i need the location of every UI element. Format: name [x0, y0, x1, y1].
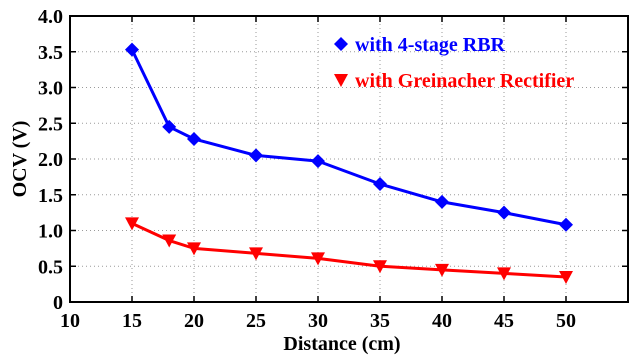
legend: with 4-stage RBR with Greinacher Rectifie… [334, 34, 574, 92]
data-point [249, 247, 263, 261]
data-point [435, 263, 449, 277]
y-tick-label: 3.5 [38, 42, 63, 64]
y-tick-label: 2.5 [38, 113, 63, 135]
y-axis-label: OCV (V) [9, 121, 31, 198]
grid [70, 16, 628, 302]
data-point [373, 177, 387, 192]
data-point [373, 260, 387, 274]
x-tick-label: 40 [432, 310, 452, 332]
axis-ticks: 10 15 20 25 30 35 40 45 50 0 0.5 1.0 1.5 2.0 2.5 3.0 3.5… [38, 6, 628, 332]
legend-marker [334, 37, 348, 51]
y-tick-label: 3.0 [38, 78, 63, 100]
x-tick-label: 20 [184, 310, 204, 332]
y-tick-label: 1.0 [38, 221, 63, 243]
data-point [125, 42, 139, 57]
data-point [311, 154, 325, 169]
x-tick-label: 35 [370, 310, 390, 332]
data-point [435, 194, 449, 209]
x-tick-label: 45 [494, 310, 514, 332]
series-1 [125, 42, 573, 232]
data-point [311, 252, 325, 266]
data-point [187, 242, 201, 256]
data-point [187, 131, 201, 146]
legend-marker [334, 74, 348, 87]
x-tick-label: 30 [308, 310, 328, 332]
plot-series [125, 42, 573, 284]
series-2 [125, 217, 573, 284]
x-axis-label: Distance (cm) [283, 333, 400, 355]
y-tick-label: 0.5 [38, 256, 63, 278]
legend-item-1: with 4-stage RBR [334, 34, 506, 56]
data-point [125, 217, 139, 231]
data-point [162, 234, 177, 248]
data-point [559, 270, 573, 284]
data-point [497, 267, 511, 281]
data-point [249, 148, 263, 163]
y-tick-label: 2.0 [38, 149, 63, 171]
x-tick-label: 15 [122, 310, 142, 332]
y-tick-label: 4.0 [38, 6, 63, 28]
plot-frame [69, 15, 629, 303]
y-tick-label: 0 [53, 292, 63, 314]
y-tick-label: 1.5 [38, 185, 63, 207]
x-tick-label: 50 [556, 310, 576, 332]
legend-label: with Greinacher Rectifier [355, 70, 574, 92]
x-tick-label: 25 [246, 310, 266, 332]
x-tick-label: 10 [60, 310, 80, 332]
legend-item-2: with Greinacher Rectifier [334, 70, 574, 92]
data-point [497, 205, 511, 220]
data-point [162, 119, 177, 134]
data-point [559, 217, 573, 232]
legend-label: with 4-stage RBR [355, 34, 506, 56]
